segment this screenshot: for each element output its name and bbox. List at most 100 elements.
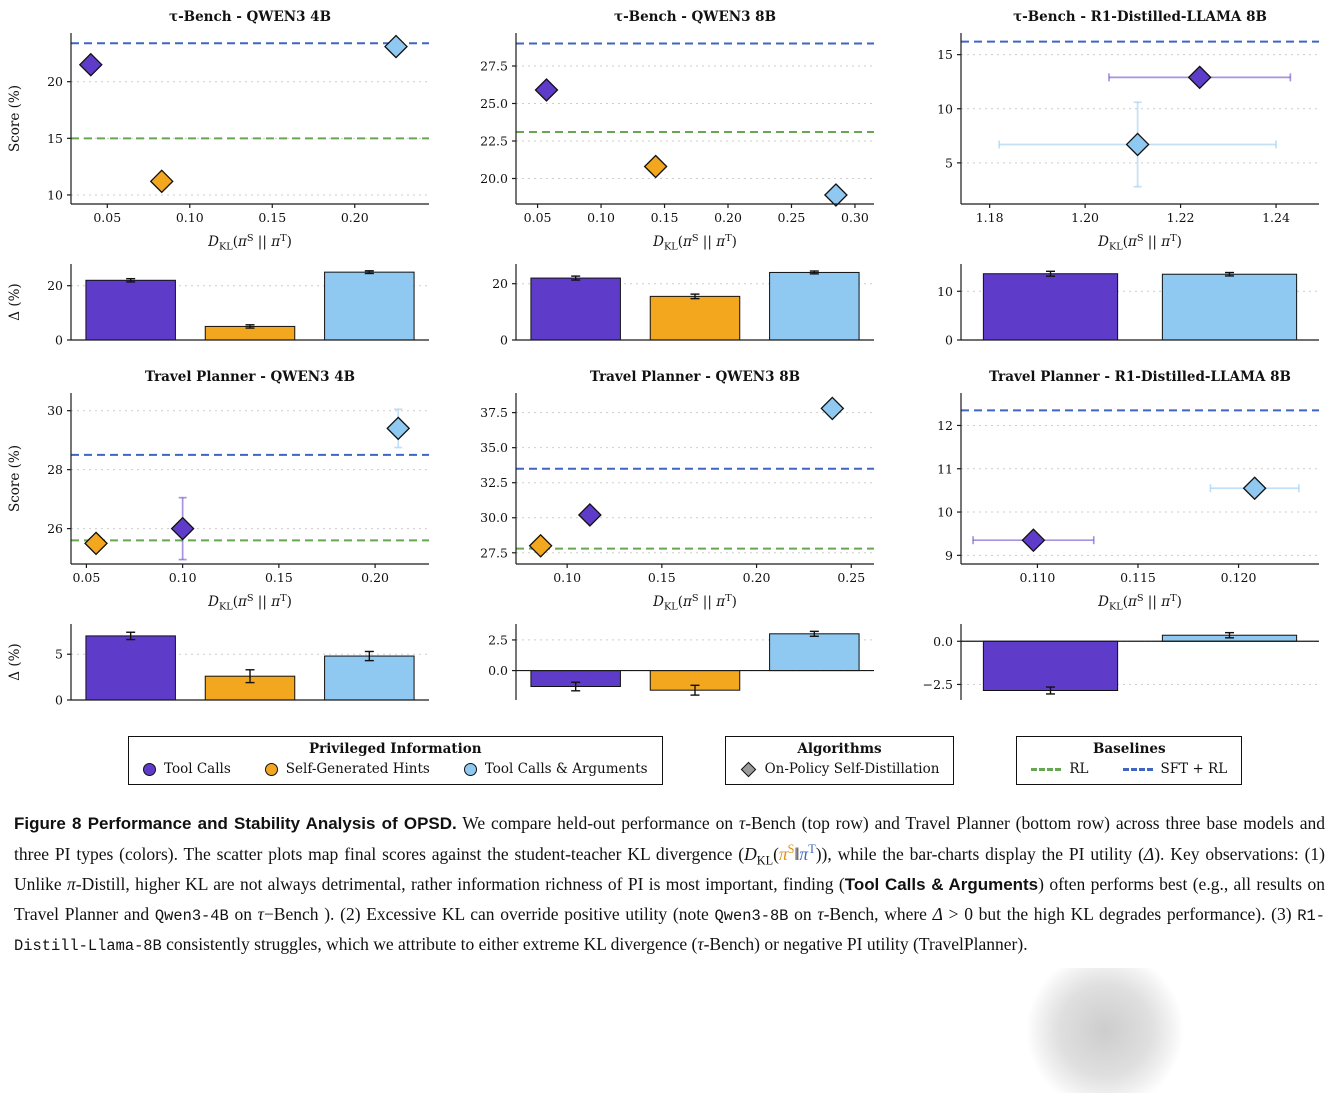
x-tick-label: 0.15 [258, 210, 286, 225]
legend-item-self-generated-hints: Self-Generated Hints [264, 761, 430, 777]
legend-item-tool-calls-arguments: Tool Calls & Arguments [463, 761, 648, 777]
delta-bar-tool_args [768, 271, 860, 341]
caption-segment: Qwen3-8B [714, 906, 789, 925]
legend-title-privileged-information: Privileged Information [309, 741, 482, 757]
opsd-diamond-marker-icon [740, 761, 756, 777]
x-tick-label: 0.15 [264, 570, 292, 585]
panel-travel-planner-qwen3-8b: Travel Planner - QWEN3 8B 0.10 0.15 0.20 0.2… [446, 366, 891, 714]
caption-segment: Δ [1143, 843, 1155, 864]
y-tick-label: 20.0 [480, 171, 508, 186]
y-tick-label: 25.0 [480, 96, 508, 111]
delta-bar-tool_calls [982, 640, 1118, 692]
bar-y-tick-label: 0 [55, 693, 63, 708]
x-tick-label: 0.110 [1019, 570, 1055, 585]
delta-bar-tool_calls [84, 279, 176, 341]
caption-segment: KL [756, 852, 774, 867]
scatter-point-tool_args [1125, 132, 1150, 157]
delta-bar-tool_calls [529, 277, 621, 341]
panel-tau-bench-qwen3-8b: τ-Bench - QWEN3 8B 0.05 0.10 0.15 0.20 0.25 0.… [446, 6, 891, 354]
y-tick-label: 37.5 [480, 405, 508, 420]
caption-segment: ‖ [794, 843, 800, 864]
caption-segment: )), while the bar-charts display the PI … [815, 843, 1144, 864]
x-axis-label: DKL(πS || πT) [1097, 593, 1182, 613]
panel-title: τ-Bench - QWEN3 4B [169, 9, 331, 25]
caption-segment: ) often performs best (e.g., all results… [14, 874, 1325, 924]
x-tick-label: 0.20 [714, 210, 742, 225]
caption-segment: on [788, 903, 818, 924]
scatter-point-tool_args [823, 183, 848, 207]
self-generated-hints-marker-icon [264, 762, 278, 776]
x-tick-label: 1.18 [975, 210, 1003, 225]
legend-items-privileged: Tool Calls Self-Generated Hints Tool Cal… [143, 761, 648, 777]
scatter-point-tool_calls [1187, 65, 1212, 90]
rl-dashed-line-icon [1031, 767, 1062, 771]
x-tick-label: 0.115 [1120, 570, 1156, 585]
x-tick-label: 0.25 [777, 210, 805, 225]
tool-calls-marker-icon [143, 762, 156, 776]
x-axis-label: DKL(πS || πT) [207, 593, 292, 613]
caption-segment: Tool Calls & Arguments [844, 875, 1039, 895]
y-tick-label: 10 [937, 505, 953, 520]
watermark [1015, 968, 1195, 1093]
delta-bar-tool_args [1161, 273, 1297, 341]
caption-segment: R1-Distill-Llama-8B [14, 906, 1326, 955]
figure-caption: Figure 8 Performance and Stability Analy… [14, 809, 1325, 960]
bar-y-tick-label: 0 [500, 333, 508, 348]
scatter-point-tool_calls [1020, 528, 1045, 553]
y-tick-label: 12 [937, 418, 953, 433]
bar-y-tick-label: 20 [492, 276, 508, 291]
charts-grid: τ-Bench - QWEN3 4B 0.05 0.10 0.15 0.20 10 15 20… [4, 6, 1319, 714]
scatter-point-hints [643, 154, 668, 179]
legend-title-algorithms: Algorithms [797, 741, 882, 757]
tau-bench-qwen3-4b-chart: τ-Bench - QWEN3 4B 0.05 0.10 0.15 0.20 10 15 20… [4, 6, 443, 354]
legend-row: Privileged Information Tool Calls Self-G… [128, 736, 1337, 785]
y-tick-label: 11 [937, 461, 953, 476]
x-tick-label: 0.10 [168, 570, 196, 585]
scatter-point-tool_calls [577, 503, 602, 527]
caption-segment: ( [773, 843, 779, 864]
x-tick-label: 0.10 [587, 210, 615, 225]
tool-calls-arguments-marker-icon [463, 762, 477, 776]
legend-items-algorithms: On-Policy Self-Distillation [740, 761, 939, 777]
caption-segment: S [787, 841, 795, 856]
caption-segment: -Bench) or negative PI utility (TravelPl… [703, 933, 1028, 954]
panel-title: Travel Planner - QWEN3 8B [590, 369, 800, 385]
panel-title: Travel Planner - QWEN3 4B [145, 369, 355, 385]
tau-bench-qwen3-8b-chart: τ-Bench - QWEN3 8B 0.05 0.10 0.15 0.20 0.25 0.… [449, 6, 888, 354]
legend-label-sft-rl: SFT + RL [1160, 761, 1228, 777]
scatter-point-tool_args [385, 416, 410, 441]
scatter-point-hints [149, 169, 174, 194]
scatter-point-tool_args [383, 34, 408, 59]
scatter-point-tool_args [1242, 476, 1267, 501]
panel-title: τ-Bench - QWEN3 8B [614, 9, 776, 25]
legend-items-baselines: RL SFT + RL [1031, 761, 1227, 777]
y-tick-label: 5 [945, 155, 953, 170]
bar-y-axis-label: Δ (%) [7, 643, 23, 680]
caption-segment: -Distill, higher KL are not always detri… [75, 874, 845, 895]
legend-label-self-generated-hints: Self-Generated Hints [285, 761, 430, 777]
legend-label-rl: RL [1069, 761, 1089, 777]
x-tick-label: 0.10 [553, 570, 581, 585]
y-tick-label: 20 [47, 74, 63, 89]
legend-algorithms: Algorithms On-Policy Self-Distillation [724, 736, 955, 785]
y-tick-label: 28 [47, 462, 63, 477]
y-axis-label: Score (%) [7, 445, 23, 512]
y-tick-label: 27.5 [480, 59, 508, 74]
x-tick-label: 0.30 [841, 210, 869, 225]
caption-segment: Performance and Stability Analysis of OP… [81, 814, 457, 833]
figure-page: τ-Bench - QWEN3 4B 0.05 0.10 0.15 0.20 10 15 20… [4, 6, 1337, 1093]
bar-y-tick-label: 0 [945, 333, 953, 348]
delta-bar-tool_args [323, 271, 415, 341]
x-tick-label: 1.20 [1071, 210, 1099, 225]
legend-label-tool-calls: Tool Calls [164, 761, 231, 777]
scatter-point-tool_calls [78, 52, 103, 77]
caption-segment: ). Key observations: (1) Unlike [14, 843, 1325, 895]
y-tick-label: 30.0 [480, 510, 508, 525]
panel-title: Travel Planner - R1-Distilled-LLAMA 8B [989, 369, 1291, 385]
y-tick-label: 30 [47, 403, 63, 418]
delta-bar-tool_calls [982, 273, 1118, 341]
delta-bar-tool_args [768, 633, 860, 672]
x-tick-label: 0.20 [361, 570, 389, 585]
bar-y-tick-label: 0 [55, 333, 63, 348]
x-tick-label: 0.05 [523, 210, 551, 225]
